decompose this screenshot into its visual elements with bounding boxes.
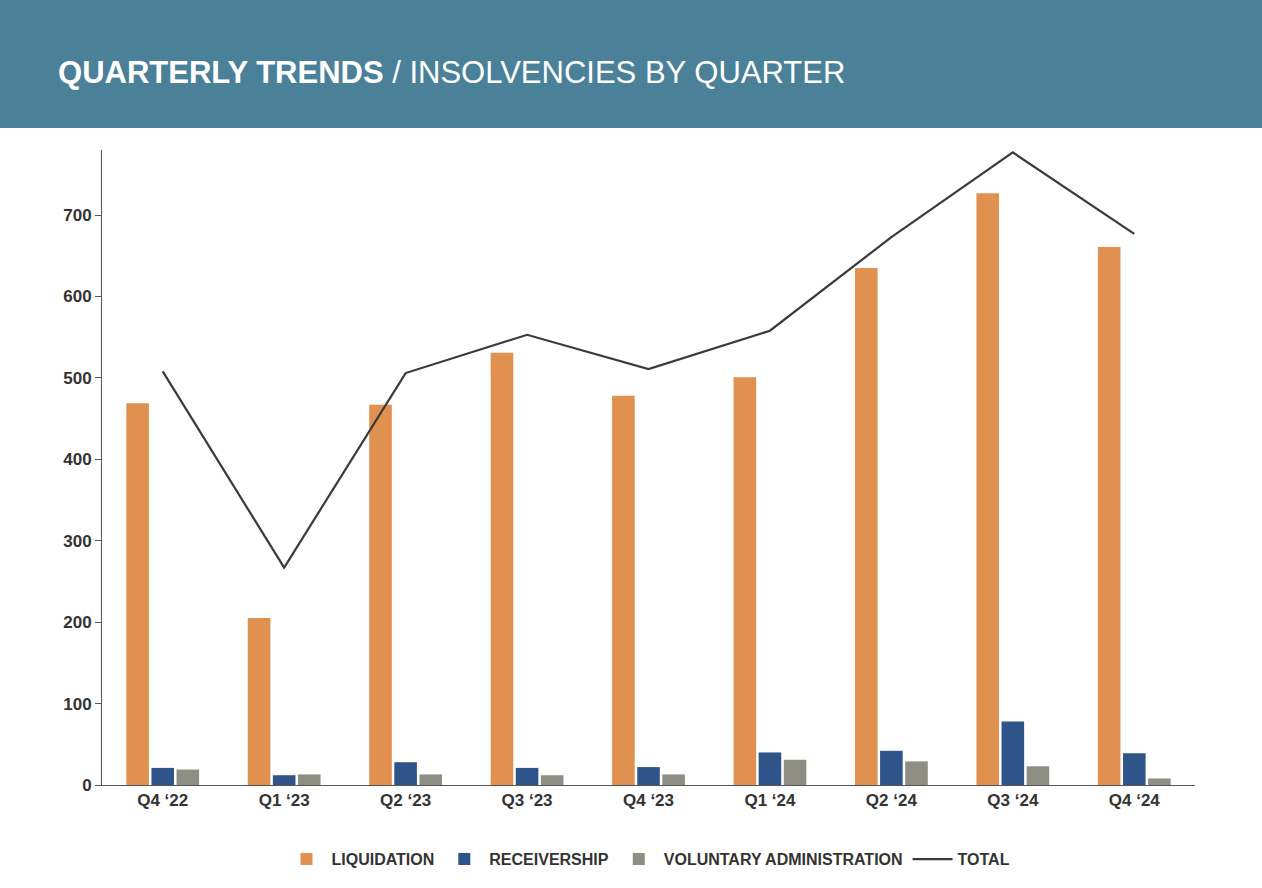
svg-text:VOLUNTARY ADMINISTRATION: VOLUNTARY ADMINISTRATION [664,851,903,868]
svg-text:600: 600 [63,287,91,306]
svg-text:TOTAL: TOTAL [958,851,1010,868]
svg-text:QUARTERLY TRENDS / INSOLVENCIE: QUARTERLY TRENDS / INSOLVENCIES BY QUART… [58,55,845,90]
svg-text:700: 700 [63,206,91,225]
svg-text:RECEIVERSHIP: RECEIVERSHIP [489,851,608,868]
svg-text:100: 100 [63,695,91,714]
svg-text:0: 0 [82,776,91,795]
svg-text:Q3 ‘24: Q3 ‘24 [987,791,1039,810]
svg-text:Q1 ‘23: Q1 ‘23 [259,791,310,810]
svg-text:Q3 ‘23: Q3 ‘23 [502,791,553,810]
svg-text:200: 200 [63,613,91,632]
svg-text:500: 500 [63,369,91,388]
svg-text:Q1 ‘24: Q1 ‘24 [744,791,796,810]
svg-text:400: 400 [63,450,91,469]
svg-text:300: 300 [63,532,91,551]
svg-text:Q4 ‘24: Q4 ‘24 [1109,791,1161,810]
svg-text:Q2 ‘23: Q2 ‘23 [380,791,431,810]
svg-text:Q2 ‘24: Q2 ‘24 [866,791,918,810]
svg-text:Q4 ‘23: Q4 ‘23 [623,791,674,810]
svg-text:LIQUIDATION: LIQUIDATION [332,851,435,868]
svg-text:Q4 ‘22: Q4 ‘22 [137,791,188,810]
